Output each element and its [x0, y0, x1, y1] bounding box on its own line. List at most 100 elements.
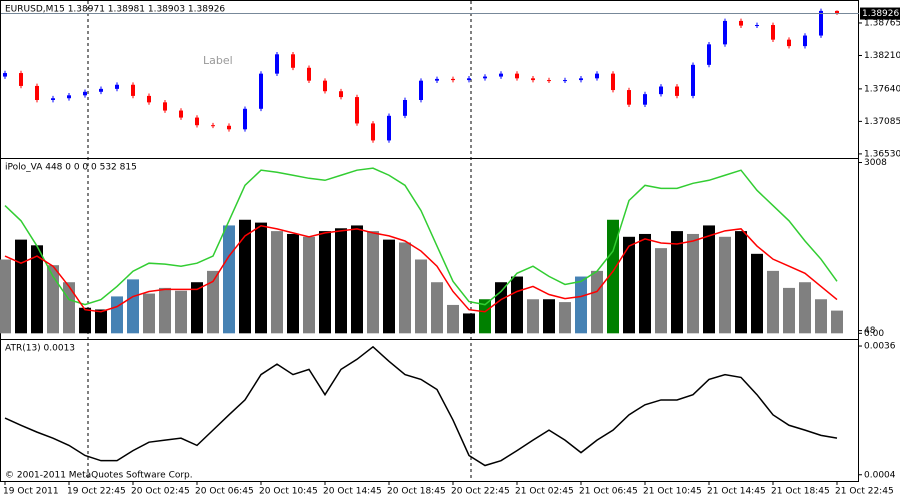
candle-body [291, 54, 295, 68]
histogram-bar [703, 225, 715, 334]
histogram-bar [671, 231, 683, 334]
y-tick-label: 0.00 [864, 329, 884, 339]
histogram-bar [815, 299, 827, 334]
histogram-bar [175, 290, 187, 334]
candle-body [243, 108, 247, 130]
candle-body [179, 110, 183, 118]
histogram-bar [495, 282, 507, 334]
x-tick-label: 21 Oct 10:45 [643, 487, 702, 497]
histogram-bar [607, 219, 619, 334]
x-tick-label: 20 Oct 10:45 [259, 487, 318, 497]
candle-body [355, 97, 359, 124]
histogram-bar [63, 282, 75, 334]
y-tick-label: 1.36530 [864, 149, 900, 159]
histogram-bar [687, 233, 699, 334]
candle-body [547, 80, 551, 82]
candle-body [627, 90, 631, 105]
candle-body [595, 73, 599, 79]
candle-body [531, 78, 535, 81]
histogram-bar [47, 265, 59, 334]
candle-body [483, 76, 487, 79]
histogram-bar [431, 282, 443, 334]
histogram-bar [367, 231, 379, 334]
histogram-bar [511, 276, 523, 334]
candle-body [579, 78, 583, 81]
histogram-bar [783, 287, 795, 334]
copyright: © 2001-2011 MetaQuotes Software Corp. [5, 471, 193, 481]
histogram-bar [143, 293, 155, 334]
indicator-line [4, 224, 838, 313]
candle-body [99, 88, 103, 92]
candle-body [419, 80, 423, 101]
candle-body [755, 25, 759, 27]
x-tick-label: 19 Oct 2011 [3, 487, 59, 497]
histogram-bar [543, 299, 555, 334]
histogram-bar [239, 219, 251, 334]
candle-body [227, 125, 231, 130]
histogram-bar [735, 231, 747, 334]
candle-body [451, 78, 455, 81]
histogram-bar [399, 242, 411, 334]
histogram-bar [159, 287, 171, 334]
x-tick-label: 21 Oct 14:45 [707, 487, 766, 497]
candle-body [3, 73, 7, 77]
candle-body [787, 39, 791, 47]
indicator-title: ATR(13) 0.0013 [5, 344, 75, 354]
histogram-bar [767, 270, 779, 334]
candle-body [371, 123, 375, 141]
candle-body [835, 10, 839, 14]
x-tick-label: 20 Oct 18:45 [387, 487, 446, 497]
candle-body [819, 10, 823, 36]
candle-body [51, 98, 55, 101]
histogram-bar [831, 310, 843, 334]
histogram-bar [447, 304, 459, 334]
histogram-bar [463, 313, 475, 334]
y-tick-label: 0.0036 [864, 342, 896, 352]
histogram-bar [79, 307, 91, 334]
histogram-bar [751, 253, 763, 334]
histogram-bar [95, 309, 107, 334]
y-tick-label: 1.37640 [864, 84, 900, 94]
histogram-bar [335, 228, 347, 334]
histogram-bar [591, 270, 603, 334]
histogram-bar [655, 248, 667, 334]
candle-body [643, 94, 647, 105]
candle-body [147, 95, 151, 103]
candle-body [323, 80, 327, 92]
histogram-bar [415, 259, 427, 334]
histogram-bar [111, 296, 123, 334]
candle-body [723, 20, 727, 45]
histogram-bar [479, 299, 491, 334]
candle-body [499, 73, 503, 77]
x-tick-label: 20 Oct 22:45 [451, 487, 510, 497]
histogram-bar [207, 270, 219, 334]
candle-body [67, 95, 71, 99]
histogram-bar [31, 245, 43, 334]
candle-body [611, 73, 615, 91]
histogram-bar [287, 233, 299, 334]
x-tick-label: 21 Oct 22:45 [835, 487, 894, 497]
histogram-bar [223, 225, 235, 334]
histogram-bar [127, 279, 139, 334]
candle-body [659, 86, 663, 95]
x-tick-label: 19 Oct 22:45 [67, 487, 126, 497]
candle-body [515, 73, 519, 79]
candle-body [435, 78, 439, 81]
histogram-bar [271, 231, 283, 334]
histogram-bar [623, 236, 635, 334]
histogram-bar [303, 236, 315, 334]
histogram-bar [319, 231, 331, 334]
price-box [860, 7, 900, 20]
candle-body [467, 78, 471, 81]
histogram-bar [191, 282, 203, 334]
candle-body [259, 73, 263, 109]
x-tick-label: 20 Oct 06:45 [195, 487, 254, 497]
histogram-bar [719, 236, 731, 334]
current-price: 1.38926 [862, 9, 899, 19]
candle-body [707, 44, 711, 65]
candle-body [195, 117, 199, 126]
histogram-bar [575, 276, 587, 334]
candle-body [339, 91, 343, 98]
